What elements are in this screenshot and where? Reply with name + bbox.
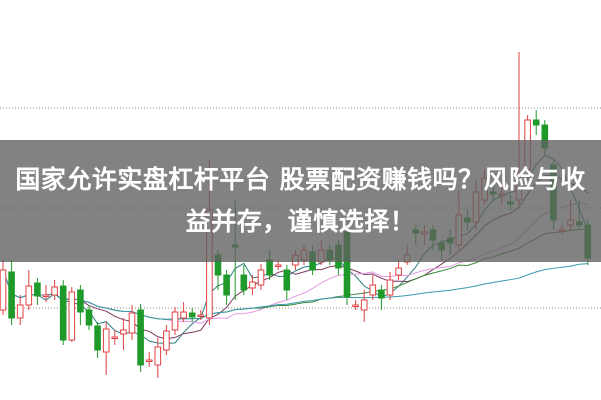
candle-body (51, 286, 58, 296)
candle-body (68, 291, 76, 341)
candle-body (8, 271, 15, 319)
candle-body (163, 330, 170, 351)
candle-body (171, 311, 179, 331)
candle-body (42, 294, 50, 297)
candle-body (25, 285, 33, 306)
candle-body (223, 274, 230, 296)
candle-body (102, 328, 110, 353)
candle-body (128, 312, 136, 334)
candle-body (378, 289, 385, 299)
candle-body (120, 329, 127, 335)
candle-body (274, 264, 282, 267)
candle-body (386, 279, 394, 296)
candle-body (249, 281, 256, 289)
candle-body (16, 304, 24, 319)
candle-body (266, 259, 273, 276)
candle-body (94, 325, 101, 351)
candle-body (197, 314, 205, 317)
candle-body (0, 269, 7, 311)
candle-body (180, 311, 187, 319)
candle-body (283, 269, 291, 291)
candle-body (59, 285, 67, 341)
candle-body (369, 284, 377, 296)
candle-body (352, 304, 359, 307)
candle-body (257, 269, 265, 286)
candle-body (111, 336, 119, 339)
candle-body (137, 309, 144, 366)
candle-body (395, 267, 402, 276)
candle-body (188, 312, 196, 318)
candle-body (154, 346, 162, 366)
banner-title-line-1: 国家允许实盘杠杆平台 股票配资赚钱吗？风险与收 (15, 165, 586, 194)
title-banner: 国家允许实盘杠杆平台 股票配资赚钱吗？风险与收 益并存，谨慎选择！ (0, 140, 601, 262)
candle-body (360, 299, 368, 311)
candle-body (34, 282, 41, 297)
candle-body (77, 289, 84, 313)
banner-title-line-2: 益并存，谨慎选择！ (185, 207, 416, 236)
candle-body (532, 119, 540, 126)
moving-average-line-60 (2, 263, 588, 320)
candle-body (85, 309, 93, 326)
candle-body (240, 274, 248, 291)
candle-body (145, 359, 153, 362)
